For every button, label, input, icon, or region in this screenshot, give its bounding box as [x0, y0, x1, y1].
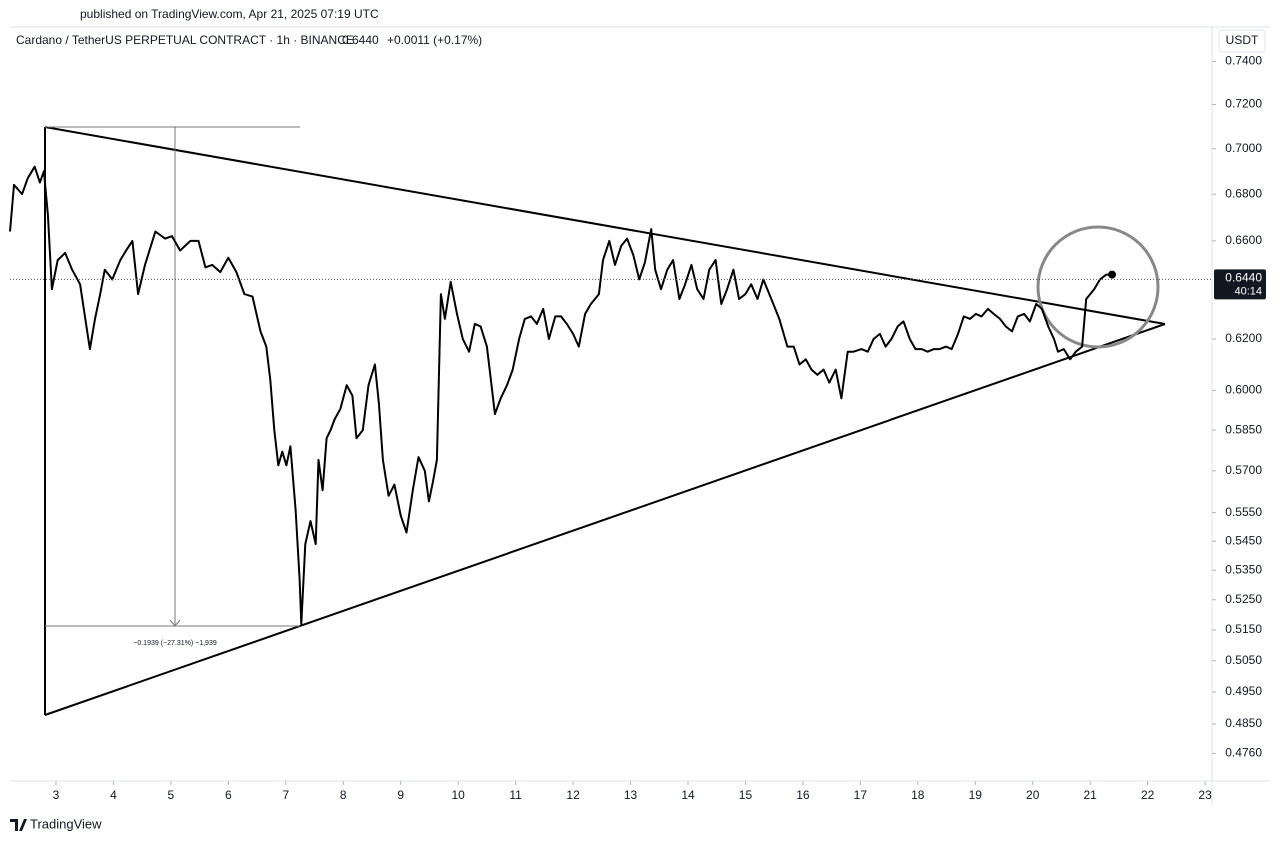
last-price-box [1214, 269, 1266, 300]
published-note: published on TradingView.com, Apr 21, 20… [80, 7, 379, 21]
x-tick-label: 22 [1141, 788, 1155, 802]
x-tick-label: 15 [739, 788, 753, 802]
y-tick-label: 0.5700 [1225, 463, 1262, 477]
y-tick-label: 0.5850 [1225, 422, 1262, 436]
x-tick-label: 23 [1198, 788, 1212, 802]
triangle-upper [44, 126, 1166, 325]
last-point [1108, 270, 1117, 279]
price-line [9, 165, 1112, 625]
brand-logo [10, 819, 27, 831]
y-tick-label: 0.6800 [1225, 186, 1262, 200]
y-tick-label: 0.6600 [1225, 233, 1262, 247]
x-tick-label: 17 [854, 788, 868, 802]
currency-box[interactable] [1218, 29, 1266, 53]
measure-label: −0.1939 (−27.31%) −1,939 [133, 640, 217, 647]
triangle-lower [44, 323, 1166, 716]
header-price: 0.6440 [342, 33, 379, 47]
y-tick-label: 0.5450 [1225, 533, 1262, 547]
header-change: +0.0011 (+0.17%) [387, 33, 482, 47]
y-tick-label: 0.5250 [1225, 592, 1262, 606]
y-tick-label: 0.6200 [1225, 331, 1262, 345]
last-price-label: 0.6440 [1225, 271, 1262, 285]
y-tick-label: 0.7000 [1225, 141, 1262, 155]
x-tick-label: 5 [168, 788, 175, 802]
y-tick-label: 0.4760 [1225, 746, 1262, 760]
y-tick-label: 0.5050 [1225, 653, 1262, 667]
x-tick-label: 6 [225, 788, 232, 802]
x-tick-label: 18 [911, 788, 925, 802]
x-tick-label: 14 [681, 788, 695, 802]
y-tick-label: 0.7200 [1225, 97, 1262, 111]
x-tick-label: 21 [1084, 788, 1098, 802]
symbol-title: Cardano / TetherUS PERPETUAL CONTRACT · … [16, 33, 354, 47]
x-tick-label: 4 [110, 788, 117, 802]
x-tick-label: 19 [969, 788, 983, 802]
x-tick-label: 9 [397, 788, 404, 802]
highlight-circle [1036, 225, 1160, 349]
y-tick-label: 0.6000 [1225, 383, 1262, 397]
y-tick-label: 0.5150 [1225, 622, 1262, 636]
y-tick-label: 0.5350 [1225, 562, 1262, 576]
x-tick-label: 11 [509, 788, 522, 802]
x-tick-label: 13 [624, 788, 638, 802]
measure-arrow [169, 619, 181, 627]
x-tick-label: 12 [566, 788, 580, 802]
x-tick-label: 7 [282, 788, 289, 802]
x-tick-label: 20 [1026, 788, 1040, 802]
countdown: 40:14 [1234, 285, 1262, 297]
x-tick-label: 10 [451, 788, 465, 802]
brand: TradingView [30, 816, 102, 831]
y-tick-label: 0.5550 [1225, 505, 1262, 519]
y-tick-label: 0.7400 [1225, 54, 1262, 68]
y-tick-label: 0.4850 [1225, 716, 1262, 730]
y-tick-label: 0.4950 [1225, 684, 1262, 698]
x-tick-label: 16 [796, 788, 810, 802]
currency[interactable]: USDT [1226, 33, 1259, 47]
x-tick-label: 8 [340, 788, 347, 802]
x-tick-label: 3 [53, 788, 60, 802]
